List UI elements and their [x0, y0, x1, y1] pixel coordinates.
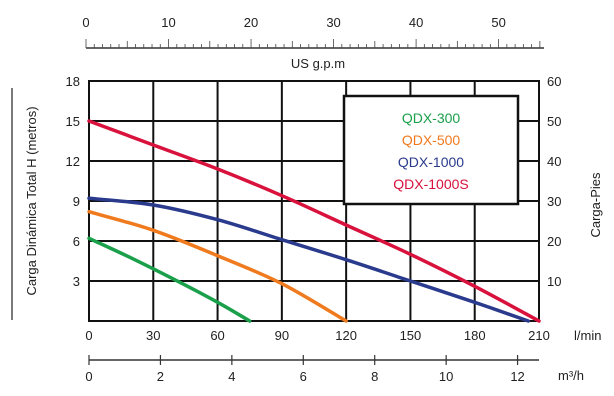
top-tick-label: 10	[161, 15, 175, 30]
bottom-tick-labels: 0 2 4 6 8 10 12	[85, 355, 525, 384]
series-line-qdx-1000s	[87, 119, 541, 323]
x-tick-label: 120	[335, 328, 357, 343]
legend-items: QDX-300 QDX-500 QDX-1000 QDX-1000S	[393, 110, 468, 192]
left-tick-label: 9	[73, 194, 80, 209]
x-tick-label: 90	[275, 328, 289, 343]
legend-item-qdx-1000: QDX-1000	[398, 154, 464, 170]
right-tick-labels: 10 20 30 40 50 60	[547, 74, 561, 289]
top-tick-label: 30	[326, 15, 340, 30]
bottom-axis-label: m³/h	[558, 368, 584, 383]
x-tick-label: 60	[210, 328, 224, 343]
bottom-tick-label: 10	[439, 369, 453, 384]
top-axis: 0 10 20 30 40 50 US g.p.m	[82, 15, 544, 71]
right-tick-label: 50	[547, 114, 561, 129]
top-tick-label: 0	[82, 15, 89, 30]
legend-item-qdx-500: QDX-500	[402, 132, 461, 148]
legend-item-qdx-300: QDX-300	[402, 110, 461, 126]
left-tick-label: 15	[66, 114, 80, 129]
x-tick-label: 150	[400, 328, 422, 343]
right-tick-label: 20	[547, 234, 561, 249]
series-line-qdx-1000	[87, 196, 531, 323]
legend-item-qdx-1000s: QDX-1000S	[393, 176, 468, 192]
top-tick-label: 20	[244, 15, 258, 30]
right-tick-label: 30	[547, 194, 561, 209]
bottom-tick-label: 6	[300, 369, 307, 384]
series-line-qdx-300	[87, 236, 252, 323]
right-tick-label: 40	[547, 154, 561, 169]
bottom-axis: 0 2 4 6 8 10 12 m³/h	[85, 355, 584, 384]
series-line-qdx-500	[87, 209, 348, 323]
top-tick-label: 40	[409, 15, 423, 30]
legend-box	[342, 94, 520, 206]
left-tick-label: 3	[73, 274, 80, 289]
bottom-tick-label: 2	[157, 369, 164, 384]
right-tick-label: 60	[547, 74, 561, 89]
x-axis-label: l/min	[574, 328, 601, 343]
top-axis-label: US g.p.m	[291, 56, 345, 71]
top-minor-ticks	[85, 39, 541, 48]
top-tick-labels: 0 10 20 30 40 50	[82, 15, 505, 30]
x-tick-labels: 0 30 60 90 120 150 180 210	[85, 328, 549, 343]
left-tick-label: 12	[66, 154, 80, 169]
right-axis-title: Carga-Pies	[588, 172, 603, 238]
left-axis-title: Carga Dinámica Total H (metros)	[24, 106, 39, 295]
legend: QDX-300 QDX-500 QDX-1000 QDX-1000S	[342, 94, 520, 206]
left-tick-labels: 3 6 9 12 15 18	[66, 74, 80, 289]
x-tick-label: 180	[464, 328, 486, 343]
x-tick-label: 0	[85, 328, 92, 343]
bottom-tick-label: 12	[510, 369, 524, 384]
top-tick-label: 50	[491, 15, 505, 30]
x-tick-label: 210	[528, 328, 550, 343]
left-axis-title-group: Carga Dinámica Total H (metros)	[11, 88, 39, 320]
left-tick-label: 6	[73, 234, 80, 249]
series-layer	[87, 119, 541, 323]
x-tick-label: 30	[146, 328, 160, 343]
bottom-tick-label: 4	[228, 369, 235, 384]
left-tick-label: 18	[66, 74, 80, 89]
bottom-tick-label: 0	[85, 369, 92, 384]
bottom-tick-label: 8	[371, 369, 378, 384]
plot-frame	[88, 80, 540, 322]
right-tick-label: 10	[547, 274, 561, 289]
